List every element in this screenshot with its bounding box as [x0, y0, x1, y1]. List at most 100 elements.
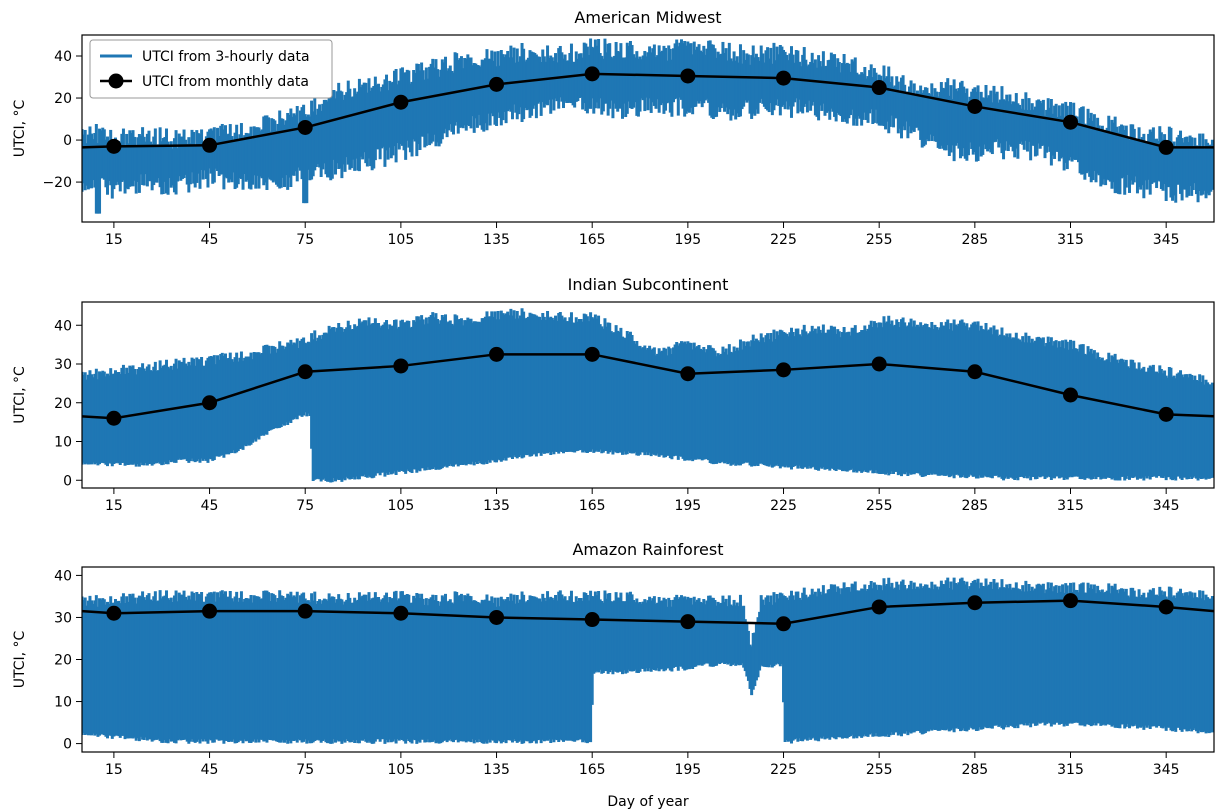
- monthly-point: [393, 94, 409, 110]
- monthly-point: [584, 66, 600, 82]
- y-tick-label: 20: [54, 396, 72, 412]
- y-tick-label: 40: [54, 568, 72, 584]
- x-tick-label: 75: [296, 232, 314, 248]
- x-tick-label: 195: [674, 762, 701, 778]
- x-tick-label: 45: [201, 498, 219, 514]
- series-monthly-line: [82, 353, 1214, 420]
- monthly-point: [680, 614, 696, 630]
- monthly-point: [202, 137, 218, 153]
- x-tick-label: 255: [866, 498, 893, 514]
- x-tick-label: 165: [579, 762, 606, 778]
- monthly-point: [202, 395, 218, 411]
- plot-area: [82, 308, 1214, 483]
- x-tick-label: 315: [1057, 498, 1084, 514]
- monthly-point: [489, 76, 505, 92]
- y-axis-label: UTCI, °C: [12, 99, 28, 157]
- monthly-point: [393, 605, 409, 621]
- monthly-point: [297, 119, 313, 135]
- x-tick-label: 315: [1057, 232, 1084, 248]
- x-tick-label: 285: [961, 232, 988, 248]
- monthly-point: [680, 366, 696, 382]
- x-tick-label: 135: [483, 762, 510, 778]
- monthly-point: [967, 595, 983, 611]
- monthly-point: [489, 346, 505, 362]
- axes-frame: [81, 301, 1215, 489]
- x-tick-label: 105: [388, 762, 415, 778]
- y-tick-label: 10: [54, 695, 72, 711]
- monthly-point: [967, 98, 983, 114]
- y-tick-label: 0: [63, 473, 72, 489]
- x-tick-label: 15: [105, 232, 123, 248]
- x-tick-label: 105: [388, 232, 415, 248]
- monthly-point: [680, 68, 696, 84]
- panel-3: 15 45 75 105 135 165 195 225 255 285 315 345 0 10 20 30…: [12, 540, 1215, 778]
- x-tick-label: 225: [770, 232, 797, 248]
- y-tick-label: 30: [54, 357, 72, 373]
- y-axis-label: UTCI, °C: [12, 366, 28, 424]
- monthly-point: [106, 410, 122, 426]
- panels: 15 45 75 105 135 165 195 225 255 285 315 345 −20 0 20 4…: [12, 8, 1215, 778]
- monthly-point: [1063, 114, 1079, 130]
- monthly-point: [1063, 387, 1079, 403]
- monthly-point: [1158, 139, 1174, 155]
- monthly-point: [871, 80, 887, 96]
- axes-frame: [81, 34, 1215, 223]
- x-axis-label: Day of year: [607, 794, 689, 810]
- monthly-point: [1158, 599, 1174, 615]
- x-tick-label: 315: [1057, 762, 1084, 778]
- legend-label-monthly: UTCI from monthly data: [142, 74, 309, 90]
- monthly-point: [297, 603, 313, 619]
- plot-area: [82, 577, 1214, 744]
- monthly-point: [489, 609, 505, 625]
- x-tick-label: 165: [579, 498, 606, 514]
- y-tick-label: 20: [54, 91, 72, 107]
- plot-area: [82, 38, 1214, 214]
- legend-swatch-monthly-marker: [108, 73, 124, 89]
- x-tick-label: 135: [483, 232, 510, 248]
- monthly-point: [871, 599, 887, 615]
- monthly-point: [106, 138, 122, 154]
- monthly-point: [1063, 593, 1079, 609]
- y-tick-label: 0: [63, 133, 72, 149]
- x-tick-label: 45: [201, 232, 219, 248]
- x-tick-label: 255: [866, 232, 893, 248]
- panel-title: Amazon Rainforest: [572, 540, 723, 559]
- x-tick-label: 195: [674, 498, 701, 514]
- monthly-point: [776, 616, 792, 632]
- monthly-point: [776, 362, 792, 378]
- x-tick-label: 75: [296, 762, 314, 778]
- monthly-point: [776, 70, 792, 86]
- monthly-point: [584, 612, 600, 628]
- x-tick-label: 285: [961, 762, 988, 778]
- x-tick-label: 285: [961, 498, 988, 514]
- series-3-hourly-band: [82, 308, 1214, 483]
- legend-box: [89, 39, 333, 99]
- y-tick-label: 40: [54, 49, 72, 65]
- legend-label-3-hourly: UTCI from 3-hourly data: [142, 49, 310, 65]
- monthly-point: [202, 603, 218, 619]
- legend: UTCI from 3-hourly data UTCI from monthly…: [89, 39, 333, 99]
- x-tick-label: 105: [388, 498, 415, 514]
- series-3-hourly-band: [82, 577, 1214, 744]
- x-tick-label: 345: [1153, 762, 1180, 778]
- monthly-point: [1158, 406, 1174, 422]
- x-tick-label: 225: [770, 498, 797, 514]
- x-tick-label: 345: [1153, 498, 1180, 514]
- series-monthly-line: [82, 599, 1214, 626]
- x-tick-label: 225: [770, 762, 797, 778]
- y-tick-label: 40: [54, 318, 72, 334]
- y-axis-label: UTCI, °C: [12, 630, 28, 688]
- series-monthly-line: [82, 72, 1214, 149]
- y-tick-label: 30: [54, 610, 72, 626]
- monthly-point: [584, 346, 600, 362]
- x-tick-label: 195: [674, 232, 701, 248]
- monthly-point: [393, 358, 409, 374]
- panel-1: 15 45 75 105 135 165 195 225 255 285 315 345 −20 0 20 4…: [12, 8, 1215, 248]
- x-tick-label: 255: [866, 762, 893, 778]
- monthly-point: [297, 364, 313, 380]
- x-tick-label: 45: [201, 762, 219, 778]
- panel-title: American Midwest: [574, 8, 721, 27]
- monthly-point: [967, 364, 983, 380]
- x-tick-label: 15: [105, 762, 123, 778]
